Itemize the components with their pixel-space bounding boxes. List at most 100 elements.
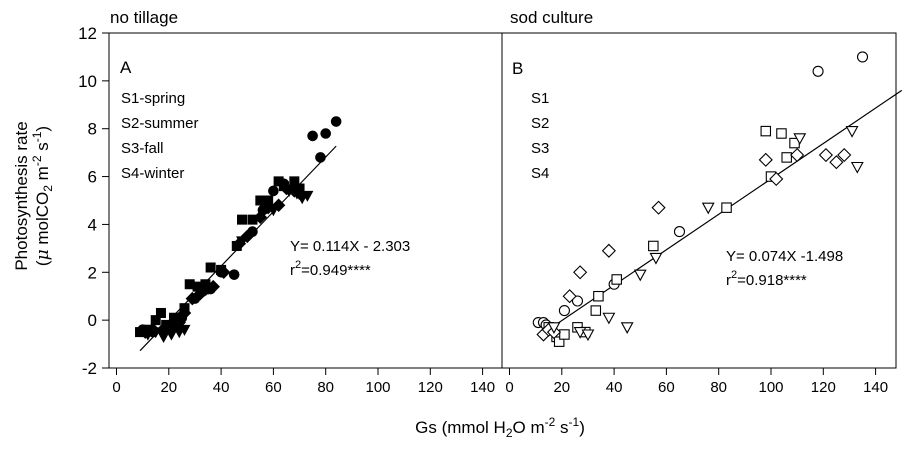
panel-b-point-diamond — [829, 155, 844, 170]
panel-b-x-tick-label: 60 — [658, 379, 675, 396]
panel-b-point-diamond — [601, 243, 616, 258]
panel-a-x-tick-label: 0 — [112, 379, 120, 396]
panel-b-point-triangle-down — [649, 252, 663, 265]
panel-a-point-square — [205, 262, 216, 273]
panel-b-x-tick-label: 120 — [811, 379, 836, 396]
panel-b-x-tick-label: 140 — [863, 379, 888, 396]
panel-b-point-circle — [558, 305, 570, 317]
panel-b-legend-item-3: S3 — [531, 140, 549, 157]
panel-b-point-square — [611, 274, 622, 285]
panel-a-y-tick-label: 10 — [78, 72, 97, 91]
panel-b-point-diamond — [790, 147, 805, 163]
panel-b-title: sod culture — [510, 8, 593, 27]
panel-a-y-tick-label: 2 — [88, 263, 97, 282]
panel-b-point-square — [721, 202, 732, 213]
panel-a-point-triangle-down — [141, 329, 154, 341]
panel-b-point-diamond — [758, 152, 773, 167]
panel-b-point-square — [776, 128, 787, 139]
panel-b-point-square — [559, 329, 570, 340]
panel-a-point-circle — [228, 269, 240, 280]
panel-a-point-triangle-down — [165, 329, 178, 341]
panel-a-point-triangle-down — [202, 284, 215, 296]
x-axis-title: Gs (mmol H2O m-2 s-1) — [415, 415, 585, 440]
panel-b-x-tick-label: 100 — [758, 379, 783, 396]
panel-a-x-tick-label: 120 — [418, 379, 443, 396]
panel-a-y-tick-label: -2 — [82, 359, 97, 378]
panel-b-point-triangle-down — [602, 312, 616, 325]
panel-b-point-triangle-down — [547, 322, 561, 334]
panel-a-point-circle — [315, 152, 326, 163]
panel-a-equation: Y= 0.114X - 2.303 — [290, 238, 410, 255]
panel-a-legend-item-4: S4-winter — [121, 165, 184, 182]
panel-a-y-tick-label: 8 — [88, 120, 97, 139]
panel-a-y-tick-label: 12 — [78, 24, 97, 43]
y-axis-title-line1: Photosynthesis rate — [12, 121, 31, 270]
panel-a-legend-item-2: S2-summer — [121, 115, 199, 132]
panel-a-r2: r2=0.949**** — [290, 259, 371, 279]
panel-a-legend-item-1: S1-spring — [121, 90, 185, 107]
panel-b-equation: Y= 0.074X -1.498 — [726, 248, 843, 265]
panel-b-r2: r2=0.918**** — [726, 269, 807, 289]
panel-b-point-circle — [571, 295, 584, 307]
panel-a-point-triangle-down — [178, 324, 191, 336]
panel-a-x-tick-label: 140 — [470, 379, 495, 396]
panel-b-legend-item-4: S4 — [531, 165, 549, 182]
panel-a-legend-item-3: S3-fall — [121, 140, 164, 157]
panel-a-y-tick-label: 6 — [88, 168, 97, 187]
panel-a-y-tick-label: 4 — [88, 215, 97, 234]
panel-a-x-tick-label: 100 — [365, 379, 390, 396]
panel-a-point-circle — [330, 116, 342, 127]
panel-a-letter: A — [120, 58, 132, 77]
panel-a-point-diamond — [177, 306, 192, 320]
panel-a-title: no tillage — [110, 8, 178, 27]
panel-b-point-square — [590, 305, 602, 316]
panel-a-point-square — [237, 214, 248, 225]
panel-b-point-diamond — [573, 265, 588, 280]
panel-b-x-tick-label: 80 — [710, 379, 727, 396]
panel-b-point-triangle-down — [701, 202, 715, 215]
panel-b-point-triangle-down — [845, 126, 859, 138]
panel-b-point-square — [781, 152, 792, 163]
panel-b-point-diamond — [837, 147, 852, 163]
panel-b-point-triangle-down — [633, 269, 647, 282]
panel-b-point-square — [648, 240, 659, 252]
panel-no-tillage: no tillage A S1-spring S2-summer S3-fall… — [108, 8, 503, 369]
panel-b-legend-item-2: S2 — [531, 115, 549, 132]
panel-b-legend-item-1: S1 — [531, 90, 549, 107]
y-axis-title: Photosynthesis rate (μ molCO2 m-2 s-1) — [12, 121, 55, 270]
panel-a-point-diamond — [193, 287, 207, 301]
panel-a-frame — [108, 32, 503, 369]
panel-b-point-diamond — [562, 289, 577, 304]
panel-sod-culture: sod culture B S1 S2 S3 S4 Y= 0.074X -1.4… — [501, 8, 897, 369]
panel-a-point-triangle-down — [236, 236, 249, 248]
panel-a-point-square — [150, 315, 161, 326]
panel-a-x-tick-label: 40 — [213, 379, 230, 396]
panel-a-point-circle — [307, 130, 318, 142]
panel-a-point-triangle-down — [267, 205, 280, 217]
panel-a-point-triangle-down — [157, 332, 170, 344]
y-axis-title-line2: (μ molCO2 m-2 s-1) — [30, 126, 55, 266]
panel-b-letter: B — [512, 59, 523, 78]
panel-a-point-diamond — [216, 265, 231, 280]
panel-b-point-triangle-down — [850, 161, 864, 174]
panel-b-point-diamond — [818, 147, 833, 163]
panel-a-x-tick-label: 60 — [265, 379, 282, 396]
panel-b-point-circle — [856, 51, 869, 63]
panel-b-point-circle — [812, 65, 824, 77]
panel-b-x-tick-label: 40 — [606, 379, 623, 396]
panel-b-x-tick-label: 0 — [505, 379, 513, 396]
panel-a-point-circle — [320, 128, 332, 139]
panel-a-point-square — [155, 307, 166, 318]
panel-a-y-tick-label: 0 — [88, 311, 97, 330]
panel-b-x-tick-label: 20 — [553, 379, 570, 396]
panel-b-point-circle — [673, 226, 686, 238]
panel-b-point-square — [760, 125, 772, 137]
panel-a-point-triangle-down — [301, 190, 314, 202]
panel-a-point-diamond — [253, 210, 268, 224]
panel-b-point-triangle-down — [581, 329, 595, 342]
panel-b-point-triangle-down — [793, 133, 807, 145]
panel-a-x-tick-label: 20 — [160, 379, 177, 396]
